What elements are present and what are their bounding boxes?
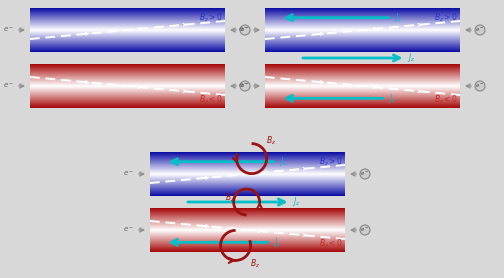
Text: $B_z < 0$: $B_z < 0$ [319, 237, 343, 250]
Text: $J_z$: $J_z$ [273, 236, 281, 249]
Circle shape [240, 25, 250, 35]
Text: $B_z$: $B_z$ [266, 134, 276, 147]
Text: $B_z > 0$: $B_z > 0$ [434, 11, 458, 24]
Text: $J_z$: $J_z$ [394, 11, 402, 24]
Text: $e^-$: $e^-$ [360, 227, 369, 234]
Text: $e^-$: $e^-$ [240, 27, 249, 34]
Text: $J_z$: $J_z$ [279, 155, 287, 168]
Circle shape [475, 25, 485, 35]
Text: $B_z$: $B_z$ [249, 257, 260, 270]
Text: $B_z$: $B_z$ [224, 192, 235, 204]
Text: $B_z < 0$: $B_z < 0$ [434, 93, 458, 106]
Text: $e^-$: $e^-$ [123, 225, 134, 234]
Text: $B_z > 0$: $B_z > 0$ [319, 155, 343, 168]
Text: $J_z$: $J_z$ [388, 92, 396, 105]
Circle shape [240, 81, 250, 91]
Text: $J_z$: $J_z$ [407, 51, 416, 64]
Text: $e^-$: $e^-$ [360, 171, 369, 178]
Text: $e^-$: $e^-$ [238, 26, 249, 34]
Text: $B_z < 0$: $B_z < 0$ [199, 93, 223, 106]
Text: $e^-$: $e^-$ [240, 83, 249, 90]
Text: $B_z > 0$: $B_z > 0$ [199, 11, 223, 24]
Text: $e^-$: $e^-$ [123, 170, 134, 178]
Circle shape [360, 169, 370, 179]
Text: $e^-$: $e^-$ [3, 81, 14, 90]
Text: $e^-$: $e^-$ [238, 81, 249, 90]
Text: $e^-$: $e^-$ [475, 83, 484, 90]
Text: $e^-$: $e^-$ [475, 27, 484, 34]
Text: $e^-$: $e^-$ [3, 26, 14, 34]
Circle shape [360, 225, 370, 235]
Text: $J_z$: $J_z$ [292, 195, 301, 208]
Circle shape [475, 81, 485, 91]
